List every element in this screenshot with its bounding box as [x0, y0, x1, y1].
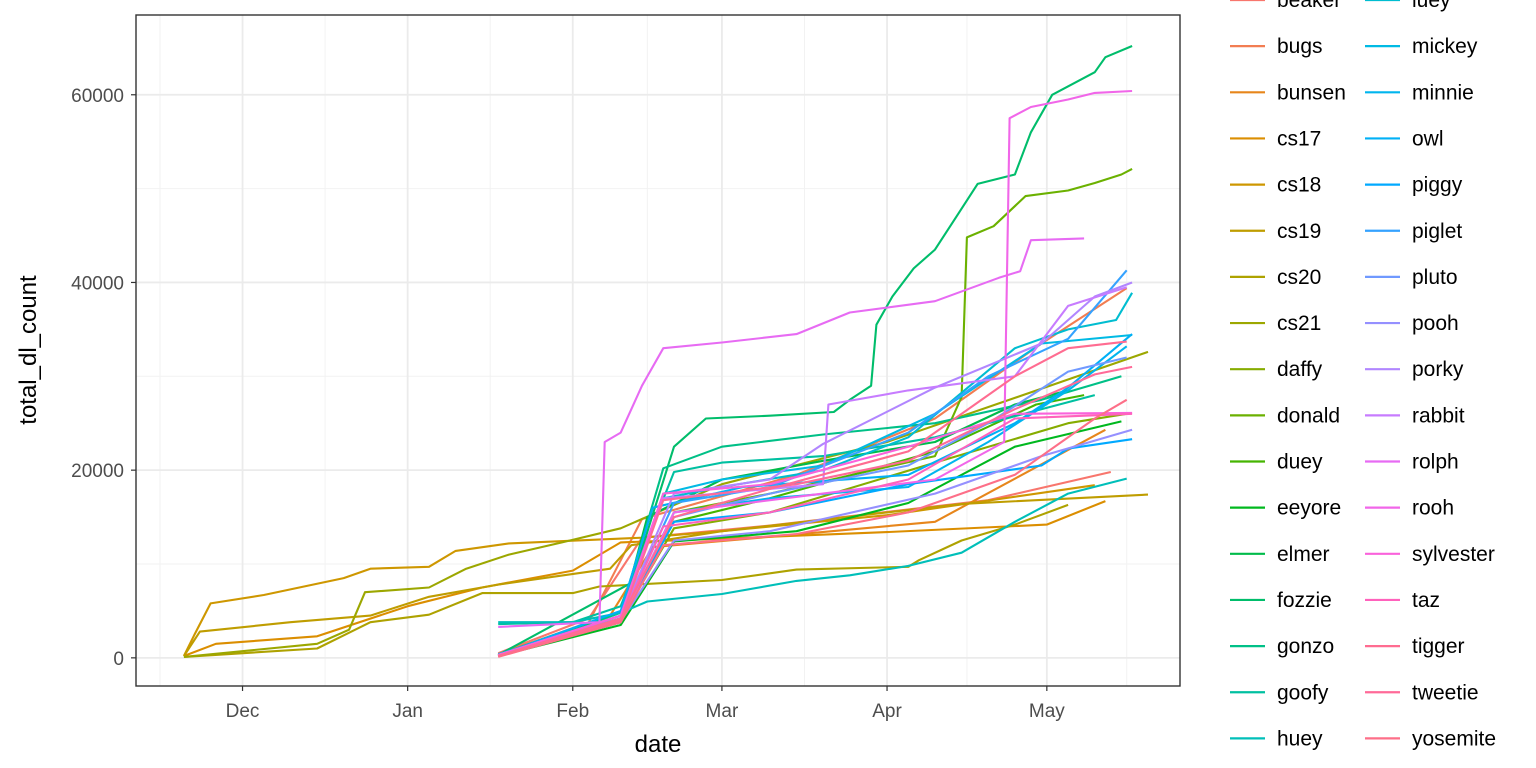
- x-tick-label: May: [1029, 701, 1065, 722]
- legend-label-sylvester: sylvester: [1412, 543, 1495, 566]
- series-line-cs19: [183, 493, 1149, 657]
- y-tick-label: 0: [113, 649, 124, 670]
- x-tick-label: Jan: [392, 701, 423, 722]
- series-line-cs20: [183, 503, 1069, 658]
- series-line-goofy: [498, 394, 1096, 626]
- x-tick-label: Feb: [556, 701, 589, 722]
- legend-label-bugs: bugs: [1277, 35, 1323, 58]
- x-tick-label: Dec: [226, 701, 260, 722]
- legend-label-cs18: cs18: [1277, 174, 1321, 197]
- series-line-tigger: [497, 340, 1127, 658]
- legend-label-rooh: rooh: [1412, 497, 1454, 520]
- series-line-eeyore: [497, 420, 1122, 658]
- series-line-cs17: [183, 500, 1106, 657]
- legend-label-bunsen: bunsen: [1277, 81, 1346, 104]
- x-axis-title: date: [635, 731, 682, 758]
- y-tick-label: 40000: [71, 273, 124, 294]
- y-axis: 0 20000 40000 60000: [71, 86, 136, 670]
- legend-label-donald: donald: [1277, 404, 1340, 427]
- legend-label-minnie: minnie: [1412, 81, 1474, 104]
- legend-label-rabbit: rabbit: [1412, 404, 1465, 427]
- legend-label-piglet: piglet: [1412, 220, 1462, 243]
- series-line-yosemite: [497, 398, 1128, 658]
- y-tick-label: 20000: [71, 461, 124, 482]
- legend: beaker bugs bunsen cs17 cs18 cs19 cs20 cs21 daff…: [1230, 0, 1496, 750]
- x-tick-label: Mar: [706, 701, 739, 722]
- legend-label-gonzo: gonzo: [1277, 635, 1334, 658]
- series-line-porky: [497, 281, 1133, 658]
- y-axis-title: total_dl_count: [15, 275, 42, 425]
- legend-label-pooh: pooh: [1412, 312, 1459, 335]
- legend-label-eeyore: eeyore: [1277, 497, 1341, 520]
- legend-label-cs17: cs17: [1277, 127, 1321, 150]
- legend-label-cs19: cs19: [1277, 220, 1321, 243]
- legend-label-goofy: goofy: [1277, 681, 1329, 704]
- series-line-cs21: [183, 350, 1149, 658]
- legend-label-porky: porky: [1412, 358, 1464, 381]
- legend-label-rolph: rolph: [1412, 451, 1459, 474]
- legend-label-piggy: piggy: [1412, 174, 1463, 197]
- series-line-rolph: [498, 237, 1085, 628]
- legend-label-pluto: pluto: [1412, 266, 1458, 289]
- legend-label-daffy: daffy: [1277, 358, 1323, 381]
- major-grid: [136, 15, 1180, 686]
- legend-label-huey: huey: [1277, 727, 1323, 750]
- legend-label-luey: luey: [1412, 0, 1451, 12]
- legend-label-yosemite: yosemite: [1412, 727, 1496, 750]
- legend-label-cs20: cs20: [1277, 266, 1321, 289]
- series-line-fozzie: [497, 45, 1133, 656]
- legend-label-beaker: beaker: [1277, 0, 1341, 12]
- series-line-owl: [497, 333, 1133, 656]
- legend-label-cs21: cs21: [1277, 312, 1321, 335]
- x-axis: Dec Jan Feb Mar Apr May: [226, 686, 1065, 722]
- y-tick-label: 60000: [71, 86, 124, 107]
- x-tick-label: Apr: [872, 701, 902, 722]
- series-line-sylvester: [497, 411, 1133, 656]
- legend-label-taz: taz: [1412, 589, 1440, 612]
- legend-label-fozzie: fozzie: [1277, 589, 1332, 612]
- series-lines: [182, 45, 1149, 658]
- legend-label-tweetie: tweetie: [1412, 681, 1479, 704]
- legend-label-mickey: mickey: [1412, 35, 1478, 58]
- legend-label-duey: duey: [1277, 451, 1323, 474]
- legend-label-owl: owl: [1412, 127, 1444, 150]
- series-line-tweetie: [497, 365, 1133, 658]
- legend-label-elmer: elmer: [1277, 543, 1330, 566]
- legend-label-tigger: tigger: [1412, 635, 1465, 658]
- plot-panel-border: [135, 14, 1181, 687]
